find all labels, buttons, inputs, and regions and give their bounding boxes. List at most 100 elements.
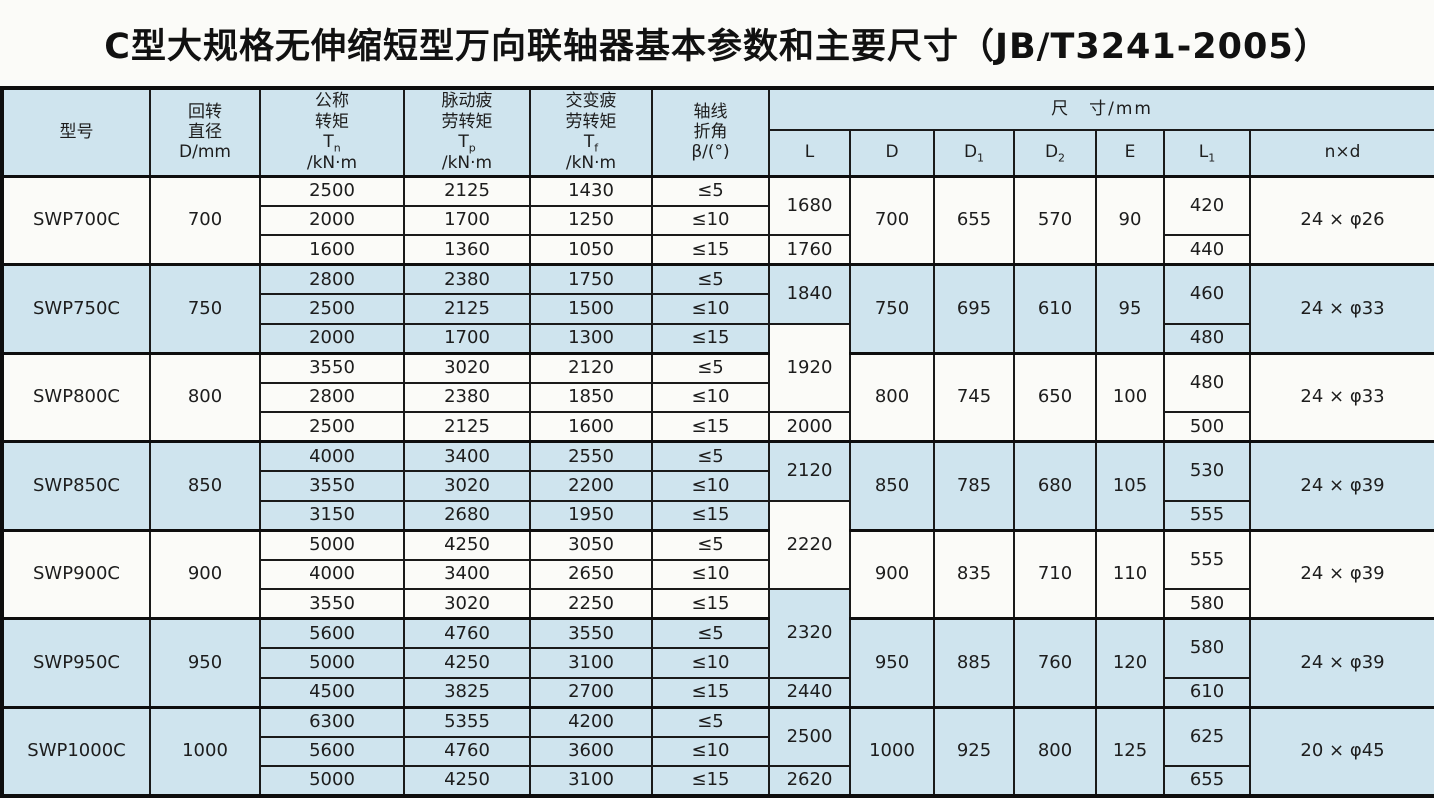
cell-tn: 2000	[259, 322, 405, 354]
cell-tn: 3550	[259, 470, 405, 502]
cell-tf: 1850	[529, 381, 653, 413]
col-header-axis-angle: 轴线 折角 β/(°)	[651, 87, 770, 177]
cell-beta: ≤10	[651, 204, 770, 236]
cell-tf: 1300	[529, 322, 653, 354]
table-row: 2000 1700 1250 ≤10	[2, 204, 1434, 236]
table-row: SWP900C 900 5000 4250 3050 ≤5 900 835 71…	[1, 528, 1434, 620]
col-header-E: E	[1095, 129, 1165, 177]
table-header: 型号 回转 直径 D/mm 公称 转矩 Tn/kN·m 脉动疲 劳转矩 Tp/kN·m 交变…	[1, 87, 1434, 177]
cell-model: SWP950C	[1, 617, 151, 708]
table-row: 型号 回转 直径 D/mm 公称 转矩 Tn/kN·m 脉动疲 劳转矩 Tp/kN·m 交变…	[1, 87, 1434, 177]
cell-model: SWP750C	[1, 263, 151, 354]
cell-tp: 4250	[403, 528, 531, 561]
cell-tn: 2800	[259, 381, 405, 413]
cell-tp: 5355	[403, 705, 531, 738]
cell-L1: 580	[1163, 617, 1251, 679]
cell-tn: 2000	[259, 204, 405, 236]
table-row: 4000 3400 2650 ≤10	[2, 558, 1434, 590]
cell-L: 2500	[768, 705, 851, 767]
cell-tf: 1600	[529, 411, 653, 443]
cell-L1: 555	[1163, 499, 1251, 531]
cell-tp: 2125	[403, 174, 531, 207]
cell-beta: ≤15	[651, 588, 770, 620]
spec-table: 型号 回转 直径 D/mm 公称 转矩 Tn/kN·m 脉动疲 劳转矩 Tp/kN·m 交变…	[0, 86, 1434, 798]
cell-tp: 4760	[403, 735, 531, 767]
cell-rotation-diameter: 950	[149, 617, 261, 708]
cell-tf: 3050	[529, 528, 653, 561]
cell-tn: 5600	[259, 735, 405, 767]
cell-tf: 2200	[529, 470, 653, 502]
cell-rotation-diameter: 700	[149, 174, 261, 266]
cell-D2: 570	[1013, 174, 1097, 266]
col-header-L: L	[768, 129, 851, 177]
table-body: SWP700C 700 2500 2125 1430 ≤5 1680 700 6…	[1, 174, 1434, 797]
cell-nxd: 20 × φ45	[1248, 705, 1434, 797]
cell-D1: 785	[933, 440, 1015, 531]
col-header-nominal-torque: 公称 转矩 Tn/kN·m	[259, 87, 405, 177]
cell-D1: 695	[933, 263, 1015, 354]
cell-beta: ≤10	[651, 647, 770, 679]
cell-beta: ≤5	[651, 705, 770, 738]
table-row: 2500 2125 1600 ≤15 2000 500	[2, 411, 1434, 443]
cell-D: 700	[849, 174, 935, 266]
cell-E: 120	[1095, 617, 1165, 708]
col-header-dimensions: 尺 寸/mm	[767, 87, 1434, 131]
cell-L: 2120	[768, 440, 851, 502]
table-row: SWP750C 750 2800 2380 1750 ≤5 1840 750 6…	[1, 263, 1434, 354]
table-row: 3150 2680 1950 ≤15 2220 555	[2, 499, 1434, 590]
col-header-pulsating-torque: 脉动疲 劳转矩 Tp/kN·m	[403, 87, 531, 177]
cell-D2: 760	[1013, 617, 1097, 708]
cell-L1: 610	[1163, 676, 1251, 708]
cell-tn: 3550	[259, 588, 405, 620]
cell-tn: 2800	[259, 263, 405, 295]
cell-tp: 2380	[403, 381, 531, 413]
cell-D1: 655	[933, 174, 1015, 266]
cell-L1: 555	[1163, 528, 1251, 590]
cell-tp: 1360	[403, 234, 531, 266]
cell-L1: 480	[1163, 351, 1251, 413]
cell-tp: 1700	[403, 322, 531, 354]
cell-D1: 745	[933, 351, 1015, 443]
cell-tn: 5000	[259, 647, 405, 679]
cell-model: SWP900C	[1, 528, 151, 620]
cell-tn: 2500	[259, 174, 405, 207]
cell-model: SWP800C	[1, 351, 151, 443]
cell-D1: 925	[933, 705, 1015, 797]
cell-rotation-diameter: 1000	[149, 705, 261, 797]
cell-D2: 800	[1013, 705, 1097, 797]
cell-L: 2440	[768, 676, 851, 708]
cell-L1: 440	[1163, 234, 1251, 266]
cell-beta: ≤5	[651, 174, 770, 207]
cell-beta: ≤15	[651, 765, 770, 797]
cell-L1: 580	[1163, 588, 1251, 620]
cell-tn: 2500	[259, 411, 405, 443]
cell-nxd: 24 × φ39	[1248, 528, 1434, 620]
cell-tf: 1250	[529, 204, 653, 236]
cell-beta: ≤15	[651, 234, 770, 266]
cell-tn: 1600	[259, 234, 405, 266]
cell-beta: ≤10	[651, 470, 770, 502]
cell-tf: 3600	[529, 735, 653, 767]
cell-tp: 2125	[403, 293, 531, 325]
cell-tp: 3020	[403, 588, 531, 620]
table-row: 4500 3825 2700 ≤15 2440 610	[2, 676, 1434, 708]
cell-tf: 2120	[529, 351, 653, 384]
cell-tp: 4250	[403, 647, 531, 679]
cell-D: 1000	[849, 705, 935, 797]
cell-nxd: 24 × φ39	[1248, 440, 1434, 531]
cell-rotation-diameter: 750	[149, 263, 261, 354]
cell-tn: 5000	[259, 765, 405, 797]
cell-tp: 3825	[403, 676, 531, 708]
cell-E: 105	[1095, 440, 1165, 531]
cell-tn: 2500	[259, 293, 405, 325]
cell-beta: ≤15	[651, 322, 770, 354]
cell-tn: 4500	[259, 676, 405, 708]
cell-tp: 1700	[403, 204, 531, 236]
cell-beta: ≤5	[651, 263, 770, 295]
cell-tf: 3100	[529, 765, 653, 797]
cell-L1: 500	[1163, 411, 1251, 443]
cell-tf: 2700	[529, 676, 653, 708]
cell-beta: ≤15	[651, 411, 770, 443]
cell-E: 90	[1095, 174, 1165, 266]
page-title: C型大规格无伸缩短型万向联轴器基本参数和主要尺寸（JB/T3241-2005）	[104, 26, 1330, 67]
